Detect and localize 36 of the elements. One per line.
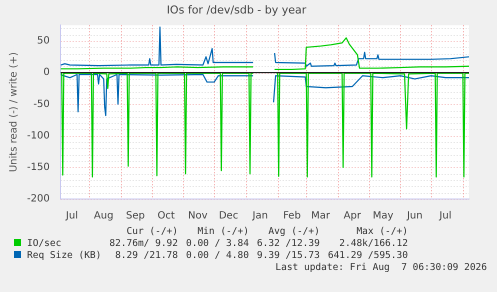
text: Last update: Fri Aug 7 06:30:09 2026 [275,262,487,273]
x-tick-label: Jul [64,210,78,222]
text: 82.76m/ 9.92 [108,238,179,250]
x-tick-label: Jun [406,210,423,222]
text: Avg (-/+) [267,226,321,238]
x-tick-label: Mar [311,210,331,222]
text: Cur (-/+) [126,226,179,238]
x-tick-label: Dec [218,210,238,222]
legend-label: IO/sec [26,238,62,250]
x-tick-label: Apr [344,210,362,222]
x-tick-label: Feb [283,210,301,222]
text: 8.29 /21.78 [114,250,179,262]
text: 0.00 / 3.84 [185,238,250,250]
chart-title: IOs for /dev/sdb - by year [166,3,307,16]
text: 2.48k/166.12 [338,238,409,250]
y-tick-label: -50 [33,98,50,110]
text: Min (-/+) [196,226,250,238]
text: 0.00 / 4.80 [185,250,250,262]
x-tick-label: Jan [252,210,268,222]
y-tick-label: -150 [26,162,50,173]
legend-label: Req Size (KB) [26,250,102,262]
y-axis-title: Units read (-) / write (+) [8,52,20,172]
x-tick-label: Oct [157,210,175,222]
y-tick-label: 50 [36,36,50,47]
x-tick-label: Aug [94,210,114,222]
x-tick-label: May [372,210,394,222]
y-tick-label: -100 [26,130,50,142]
x-tick-label: Nov [188,210,208,222]
text: Max (-/+) [355,226,409,238]
text: 9.39 /15.73 [256,250,321,262]
y-tick-label: -200 [26,194,50,205]
text: 6.32 /12.39 [256,238,321,250]
y-tick-label: 0 [43,67,50,78]
x-tick-label: Sep [126,210,145,222]
text: 641.29 /595.30 [326,250,409,262]
x-tick-label: Jul [438,210,452,222]
